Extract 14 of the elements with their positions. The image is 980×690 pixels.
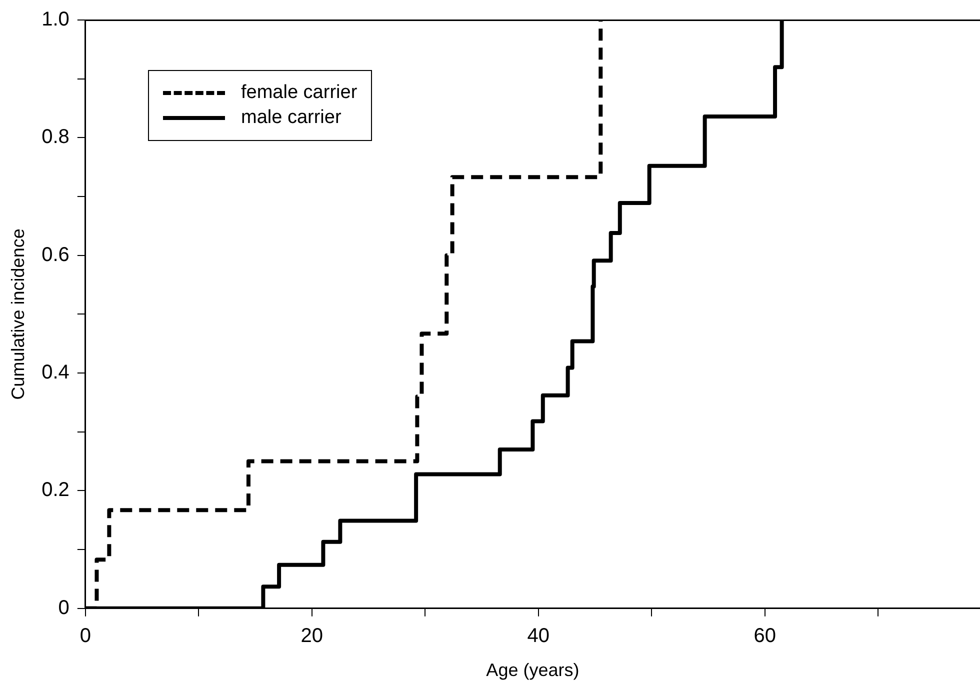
y-axis-title: Cumulative incidence	[8, 228, 28, 400]
y-tick-label: 1.0	[42, 8, 70, 31]
legend-label: female carrier	[241, 82, 358, 104]
x-tick-label: 40	[527, 624, 550, 647]
y-tick-label: 0.6	[42, 244, 70, 266]
x-axis-title: Age (years)	[486, 660, 580, 680]
y-tick-label: 0	[58, 596, 70, 619]
y-tick-label: 0.2	[42, 479, 70, 502]
y-tick-label: 0.4	[42, 362, 70, 384]
legend-label: male carrier	[241, 107, 342, 129]
x-tick-label: 60	[754, 624, 776, 647]
x-tick-label: 20	[300, 624, 324, 647]
y-tick-label: 0.8	[42, 126, 70, 148]
x-tick-label: 0	[80, 624, 91, 647]
